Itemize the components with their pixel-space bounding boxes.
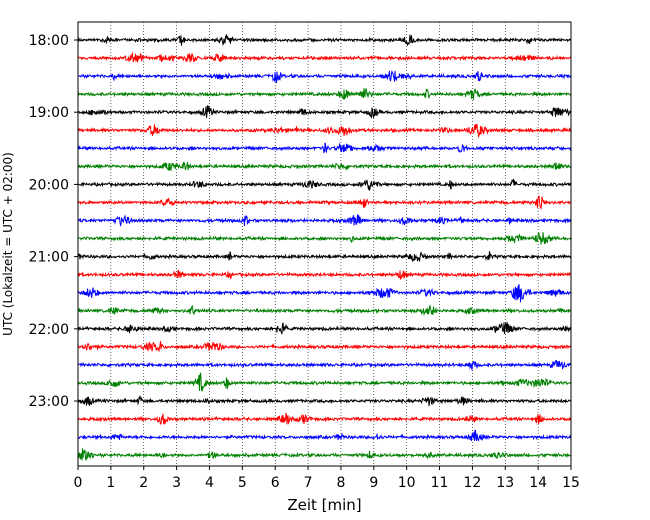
trace-2300 <box>77 395 572 407</box>
trace-2045 <box>77 232 572 245</box>
trace-2200 <box>77 321 572 335</box>
y-tick-label: 19:00 <box>29 105 69 121</box>
x-tick-label: 3 <box>172 475 181 491</box>
x-tick-label: 15 <box>562 475 580 491</box>
x-tick-label: 1 <box>106 475 115 491</box>
x-tick-label: 14 <box>529 475 547 491</box>
trace-2245 <box>77 372 572 392</box>
x-tick-label: 10 <box>398 475 416 491</box>
seismic-traces <box>77 34 572 462</box>
x-tick-label: 12 <box>463 475 481 491</box>
trace-1830 <box>77 69 572 84</box>
trace-1815 <box>77 51 572 63</box>
y-tick-label: 21:00 <box>29 250 69 266</box>
plot-frame <box>77 21 572 467</box>
x-axis-label: Zeit [min] <box>287 496 361 514</box>
trace-1915 <box>77 123 572 139</box>
y-tick-label: 22:00 <box>29 322 69 338</box>
x-tick-label: 4 <box>205 475 214 491</box>
trace-2345 <box>77 448 572 462</box>
y-tick-label: 23:00 <box>29 394 69 410</box>
y-tick-label: 20:00 <box>29 177 69 193</box>
trace-1945 <box>77 161 572 172</box>
trace-1930 <box>77 142 572 154</box>
x-axis-ticks: 0 1 2 3 4 5 6 7 8 9 10 11 12 13 14 15 <box>74 466 580 491</box>
trace-2030 <box>77 214 572 227</box>
trace-2315 <box>77 412 572 426</box>
trace-2230 <box>77 359 572 371</box>
trace-2000 <box>77 178 572 191</box>
x-tick-label: 13 <box>496 475 514 491</box>
trace-2330 <box>77 430 572 442</box>
x-tick-label: 7 <box>304 475 313 491</box>
y-tick-label: 18:00 <box>29 33 69 49</box>
trace-2130 <box>77 284 572 303</box>
x-tick-label: 2 <box>139 475 148 491</box>
y-axis-label: UTC (Lokalzeit = UTC + 02:00) <box>1 152 15 336</box>
x-tick-label: 11 <box>431 475 449 491</box>
trace-2015 <box>77 195 572 211</box>
x-tick-label: 5 <box>238 475 247 491</box>
trace-2115 <box>77 269 572 280</box>
trace-1800 <box>77 34 572 47</box>
x-tick-label: 6 <box>271 475 280 491</box>
y-axis-ticks: 18:00 19:00 20:00 21:00 22:00 23:00 <box>29 33 78 410</box>
x-tick-label: 0 <box>74 475 83 491</box>
trace-2100 <box>77 251 572 262</box>
trace-2145 <box>77 304 572 316</box>
x-tick-label: 8 <box>336 475 345 491</box>
x-tick-label: 9 <box>369 475 378 491</box>
trace-2215 <box>77 341 572 352</box>
trace-1900 <box>77 105 572 119</box>
trace-1845 <box>77 87 572 100</box>
grid-lines <box>110 22 539 466</box>
